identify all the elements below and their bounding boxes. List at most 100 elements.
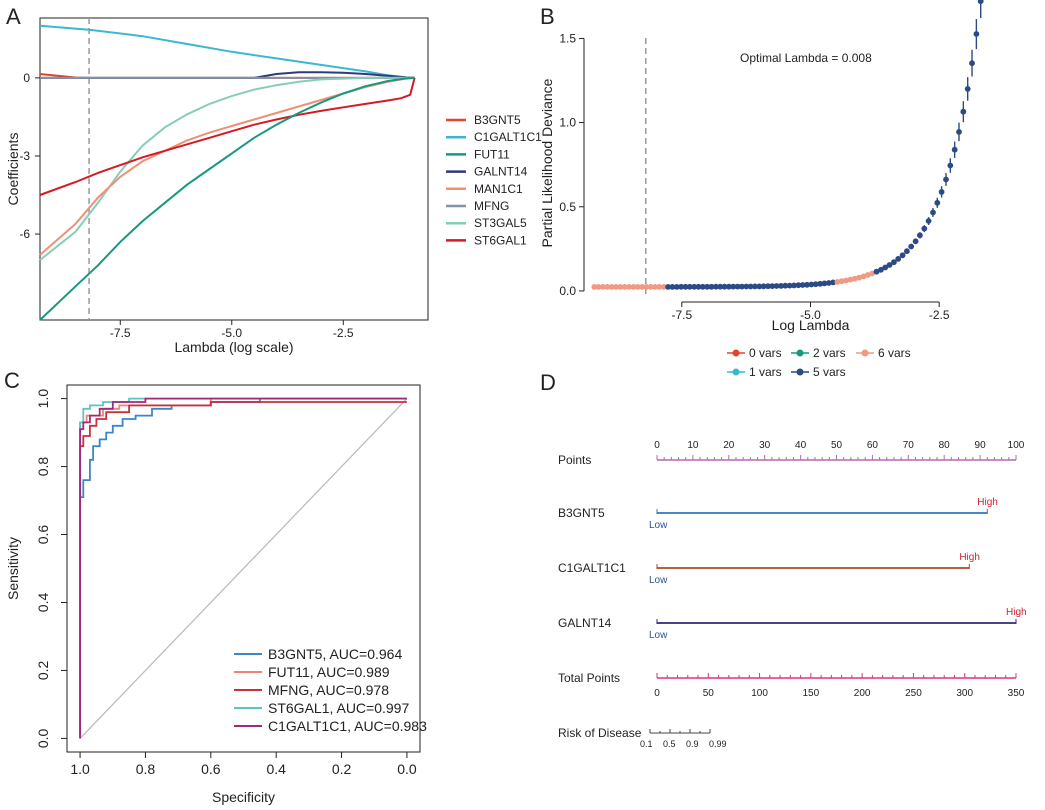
cv-point — [778, 283, 784, 289]
cv-point — [686, 283, 693, 290]
cv-point — [917, 232, 923, 239]
x-tick-label: 0.2 — [332, 761, 352, 777]
cv-point — [734, 283, 741, 290]
plot-frame — [39, 17, 429, 321]
low-label: Low — [649, 630, 668, 641]
cv-point — [930, 209, 936, 216]
legend-dot-vars5 — [796, 368, 804, 376]
cv-point — [843, 277, 849, 284]
legend-label-galnt14: GALNT14 — [474, 165, 528, 179]
cv-point — [873, 268, 880, 275]
cv-point — [899, 252, 906, 259]
legend-label-c1galt1c1: C1GALT1C1 — [474, 130, 542, 144]
cv-point — [691, 283, 698, 290]
y-tick-label: 1.0 — [35, 389, 51, 409]
cv-point — [652, 284, 658, 290]
high-label: High — [977, 497, 998, 508]
cv-point — [882, 264, 889, 271]
cv-point — [699, 283, 706, 290]
cv-point — [808, 281, 815, 288]
cv-point — [856, 274, 862, 281]
x-tick-label: 1.0 — [70, 761, 90, 777]
panel-a-coefficient-paths: -7.5 -5.0 -2.5 0 -3 -6 Lambda (log scale) Coeff… — [5, 17, 542, 355]
axis-tick-label: 10 — [687, 440, 699, 451]
axis-tick-label: 250 — [905, 688, 922, 699]
cv-point — [812, 281, 819, 288]
x-tick-label: 0.6 — [201, 761, 221, 777]
legend-dot-vars6 — [861, 349, 869, 357]
cv-point — [743, 283, 750, 290]
y-axis-title: Partial Likelihood Deviance — [539, 78, 555, 247]
cv-point — [817, 280, 823, 287]
optimal-lambda-annotation: Optimal Lambda = 0.008 — [740, 51, 872, 65]
y-tick-label: 0.2 — [35, 661, 51, 681]
legend-label-mfng: MFNG, AUC=0.978 — [268, 682, 389, 698]
cv-point — [669, 284, 676, 290]
x-tick-label: 0.8 — [136, 761, 156, 777]
legend-label-st6gal1: ST6GAL1, AUC=0.997 — [268, 700, 409, 716]
cv-point — [630, 284, 637, 290]
cv-point — [752, 283, 758, 290]
y-tick-label: 1.5 — [559, 31, 576, 45]
x-tick-label: -2.5 — [929, 308, 950, 322]
axis-tick-label: 350 — [1008, 688, 1025, 699]
x-tick-label: 0.0 — [397, 761, 417, 777]
cv-point — [660, 284, 667, 290]
axis-tick-label: 100 — [751, 688, 768, 699]
cv-point — [713, 283, 719, 290]
cv-point — [708, 283, 715, 290]
axis-tick-label: 50 — [703, 688, 715, 699]
risk-tick-label: 0.99 — [709, 739, 727, 749]
cv-point — [756, 283, 763, 290]
cv-point — [604, 284, 611, 290]
axis-tick-label: 300 — [956, 688, 973, 699]
y-tick-label: -6 — [19, 227, 30, 241]
legend-label-mfng: MFNG — [474, 199, 509, 213]
cv-point — [904, 248, 910, 255]
cv-point — [786, 282, 793, 289]
cv-point — [830, 279, 836, 286]
axis-tick-label: 40 — [795, 440, 807, 451]
risk-tick-label: 0.5 — [663, 739, 676, 749]
legend-label-b3gnt5: B3GNT5 — [474, 113, 521, 127]
legend-label-vars2: 2 vars — [813, 346, 846, 360]
cv-point — [643, 284, 650, 290]
cv-point — [821, 280, 828, 287]
cv-point — [782, 282, 789, 289]
cv-point — [847, 276, 854, 283]
cv-point — [921, 225, 928, 232]
y-tick-label: 0.0 — [35, 728, 51, 748]
low-label: Low — [649, 575, 668, 586]
y-tick-label: 0 — [23, 71, 30, 85]
cv-point — [977, 0, 984, 5]
legend-dot-vars0 — [732, 349, 740, 357]
y-axis-title: Coefficients — [5, 133, 21, 206]
cv-point — [795, 282, 802, 289]
axis-tick-label: 90 — [975, 440, 987, 451]
coef-path-c1galt1c1 — [39, 24, 415, 79]
cv-point — [595, 284, 602, 290]
axis-tick-label: 150 — [803, 688, 820, 699]
x-tick-label: 0.4 — [266, 761, 286, 777]
cv-point — [838, 278, 845, 285]
roc-curve-c1galt1c1 — [79, 397, 407, 739]
cv-point — [973, 31, 980, 37]
row-label-points: Points — [558, 453, 591, 467]
coef-path-st6gal1 — [39, 77, 416, 196]
cv-point — [799, 282, 806, 288]
y-tick-label: 0.0 — [559, 284, 576, 298]
risk-tick-label: 0.1 — [640, 739, 653, 749]
y-axis-title: Sensitivity — [5, 537, 21, 600]
y-tick-label: 0.8 — [35, 457, 51, 477]
cv-point — [956, 129, 962, 135]
legend-dot-vars2 — [796, 349, 804, 357]
cv-point — [673, 284, 680, 290]
cv-point — [791, 282, 797, 289]
cv-point — [695, 283, 702, 290]
high-label: High — [959, 552, 980, 563]
cv-point — [908, 243, 915, 250]
cv-point — [626, 284, 632, 290]
cv-point — [747, 283, 754, 290]
cv-point — [665, 284, 671, 290]
cv-point — [682, 283, 689, 290]
